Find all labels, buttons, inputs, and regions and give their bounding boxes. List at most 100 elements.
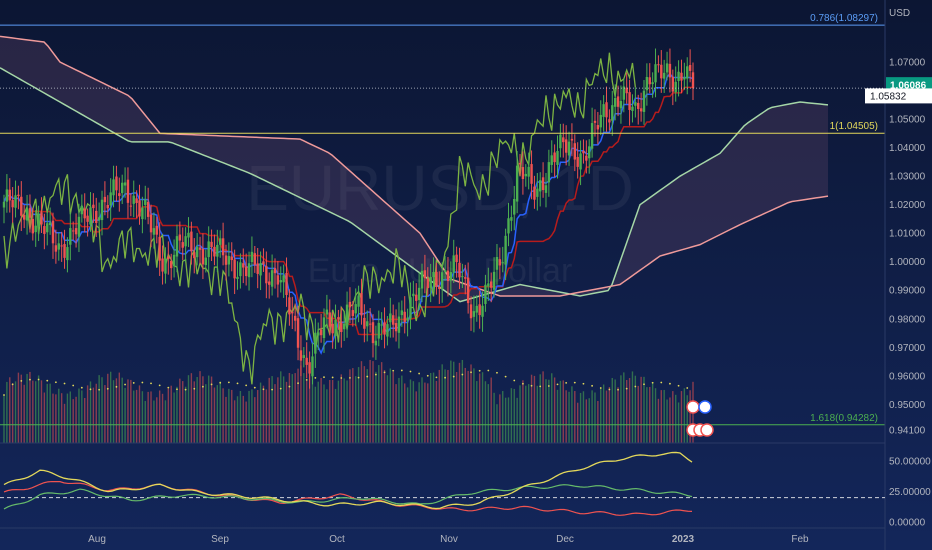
volume-bar bbox=[548, 379, 550, 443]
candle-body bbox=[487, 283, 490, 287]
volume-bar bbox=[654, 388, 657, 443]
candle-body bbox=[683, 77, 686, 80]
volume-bar bbox=[357, 367, 360, 443]
candle-body bbox=[144, 199, 147, 205]
volume-bar bbox=[346, 380, 348, 443]
dmi-indicator-pane[interactable] bbox=[0, 451, 885, 516]
candle-body bbox=[201, 249, 205, 265]
candle-body bbox=[651, 82, 654, 85]
volume-ma-point bbox=[297, 382, 299, 385]
volume-bar bbox=[262, 385, 265, 443]
volume-bar bbox=[493, 392, 495, 443]
volume-bar bbox=[406, 387, 409, 443]
volume-bar bbox=[651, 382, 654, 443]
candle-body bbox=[360, 292, 363, 316]
candle-body bbox=[259, 263, 262, 276]
candle-body bbox=[95, 210, 98, 224]
volume-bar bbox=[669, 397, 671, 443]
candle-body bbox=[481, 305, 484, 317]
volume-bar bbox=[308, 372, 311, 443]
volume-ma-point bbox=[80, 386, 83, 389]
candle-body bbox=[331, 323, 334, 334]
volume-bar bbox=[271, 376, 273, 443]
volume-bar bbox=[20, 374, 22, 443]
candle-body bbox=[412, 293, 415, 297]
price-tick-label: 1.00000 bbox=[889, 257, 926, 268]
candle-body bbox=[559, 134, 562, 149]
indicator-tick-label: 25.00000 bbox=[889, 487, 931, 498]
candle-body bbox=[43, 226, 46, 234]
candle-body bbox=[495, 256, 499, 270]
volume-ma-point bbox=[444, 376, 446, 379]
volume-bar bbox=[72, 399, 74, 443]
marker-price-value: 1.05832 bbox=[870, 91, 907, 102]
volume-bar bbox=[101, 377, 103, 443]
candle-body bbox=[461, 276, 464, 278]
candle-body bbox=[458, 262, 461, 278]
price-labels: 1.0608608:49:341.05832 bbox=[865, 77, 932, 104]
candle-body bbox=[279, 280, 282, 283]
volume-ma-point bbox=[357, 376, 360, 379]
volume-ma-point bbox=[366, 375, 369, 378]
volume-ma-point bbox=[599, 387, 602, 389]
price-tick-label: 1.01000 bbox=[889, 229, 926, 240]
candle-body bbox=[403, 311, 406, 322]
candle-body bbox=[345, 304, 349, 327]
candle-body bbox=[207, 241, 210, 258]
volume-bar bbox=[40, 380, 43, 443]
volume-ma-point bbox=[426, 374, 429, 377]
volume-bar bbox=[444, 369, 446, 443]
candle-body bbox=[288, 297, 291, 315]
candle-body bbox=[328, 312, 331, 327]
volume-bar bbox=[23, 384, 25, 443]
volume-bar bbox=[135, 389, 138, 443]
volume-bar bbox=[326, 389, 328, 443]
candle-body bbox=[5, 189, 9, 202]
time-axis[interactable]: Aug Sep Oct Nov Dec 2023 Feb bbox=[88, 534, 809, 545]
volume-bar bbox=[378, 365, 380, 443]
volume-bar bbox=[582, 391, 585, 443]
candle-body bbox=[423, 270, 427, 279]
candle-body bbox=[161, 258, 164, 272]
volume-bar bbox=[453, 361, 455, 443]
event-markers[interactable] bbox=[686, 400, 714, 437]
volume-bar bbox=[418, 382, 420, 443]
volume-ma-point bbox=[245, 384, 248, 387]
volume-ma-point bbox=[504, 375, 507, 378]
volume-bar bbox=[424, 382, 426, 443]
volume-bar bbox=[447, 369, 449, 443]
candle-body bbox=[71, 230, 75, 232]
volume-bar bbox=[92, 387, 95, 443]
volume-bar bbox=[89, 381, 92, 443]
candle-body bbox=[2, 201, 6, 208]
candle-body bbox=[276, 275, 280, 285]
candle-body bbox=[452, 255, 455, 273]
candle-body bbox=[170, 260, 173, 269]
candle-body bbox=[265, 266, 268, 284]
volume-bar bbox=[686, 395, 688, 443]
candle-body bbox=[20, 196, 23, 216]
candle-body bbox=[250, 251, 254, 263]
candle-body bbox=[518, 163, 522, 165]
volume-bar bbox=[239, 390, 242, 443]
fib-level-label: 0.786(1.08297) bbox=[810, 13, 878, 24]
volume-ma-point bbox=[400, 369, 403, 372]
volume-bar bbox=[625, 380, 628, 443]
volume-bar bbox=[409, 379, 412, 443]
price-levels: 0.786(1.08297) 1(1.04505) 1.618(0.94282) bbox=[0, 13, 885, 426]
volume-bar bbox=[343, 378, 345, 443]
candle-body bbox=[611, 105, 614, 121]
volume-bar bbox=[138, 385, 141, 443]
volume-bar bbox=[254, 397, 256, 443]
indicator-axis[interactable]: 50.00000 25.00000 0.00000 bbox=[889, 457, 931, 529]
volume-bar bbox=[288, 372, 291, 443]
candle-body bbox=[472, 311, 476, 317]
volume-bar bbox=[441, 364, 443, 443]
candle-body bbox=[242, 263, 245, 268]
volume-bar bbox=[525, 385, 527, 443]
volume-bar bbox=[259, 382, 262, 443]
volume-bar bbox=[510, 388, 513, 443]
candle-body bbox=[435, 271, 438, 287]
volume-bar bbox=[375, 371, 377, 443]
